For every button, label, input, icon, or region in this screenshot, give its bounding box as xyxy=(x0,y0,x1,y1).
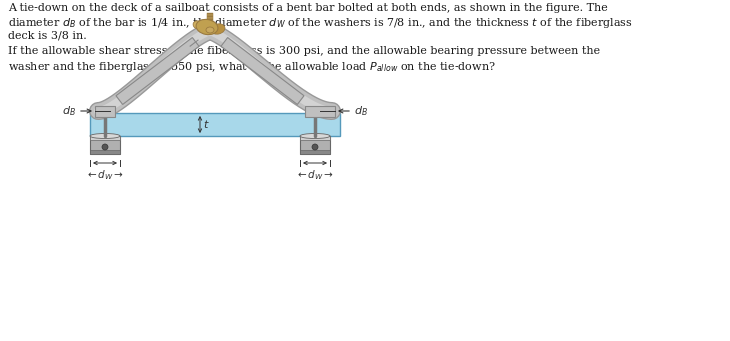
Ellipse shape xyxy=(196,19,218,35)
Bar xyxy=(207,15,213,16)
Bar xyxy=(207,19,213,20)
Text: $d_B$: $d_B$ xyxy=(62,104,76,118)
Ellipse shape xyxy=(300,133,330,138)
Ellipse shape xyxy=(193,21,203,29)
Polygon shape xyxy=(305,105,335,117)
Text: $\leftarrow d_W\rightarrow$: $\leftarrow d_W\rightarrow$ xyxy=(296,168,334,182)
Text: diameter $d_B$ of the bar is 1/4 in., the diameter $d_W$ of the washers is 7/8 i: diameter $d_B$ of the bar is 1/4 in., th… xyxy=(8,16,633,30)
Bar xyxy=(207,21,213,22)
Bar xyxy=(207,18,213,19)
Ellipse shape xyxy=(90,133,120,138)
Polygon shape xyxy=(116,38,199,104)
Bar xyxy=(90,136,120,154)
Text: washer and the fiberglass is 550 psi, what is the allowable load $P_{allow}$ on : washer and the fiberglass is 550 psi, wh… xyxy=(8,59,496,74)
Text: If the allowable shear stress in the fiberglass is 300 psi, and the allowable be: If the allowable shear stress in the fib… xyxy=(8,46,600,56)
Bar xyxy=(207,16,213,17)
Bar xyxy=(300,136,330,154)
Bar xyxy=(90,150,120,154)
Bar xyxy=(207,20,213,21)
Circle shape xyxy=(312,144,318,150)
Bar xyxy=(300,150,330,154)
Polygon shape xyxy=(95,105,115,117)
Bar xyxy=(207,17,213,18)
Bar xyxy=(207,13,213,14)
Circle shape xyxy=(102,144,108,150)
Text: A tie-down on the deck of a sailboat consists of a bent bar bolted at both ends,: A tie-down on the deck of a sailboat con… xyxy=(8,3,608,13)
Polygon shape xyxy=(221,38,304,104)
Bar xyxy=(207,14,213,15)
Text: $d_B$: $d_B$ xyxy=(354,104,368,118)
Polygon shape xyxy=(190,40,199,46)
Text: deck is 3/8 in.: deck is 3/8 in. xyxy=(8,30,87,40)
Text: $\leftarrow d_W\rightarrow$: $\leftarrow d_W\rightarrow$ xyxy=(85,168,125,182)
Bar xyxy=(90,113,340,136)
Ellipse shape xyxy=(211,24,225,34)
Bar xyxy=(90,136,120,140)
Ellipse shape xyxy=(206,27,214,33)
Bar xyxy=(300,136,330,140)
Text: $t$: $t$ xyxy=(203,119,210,131)
